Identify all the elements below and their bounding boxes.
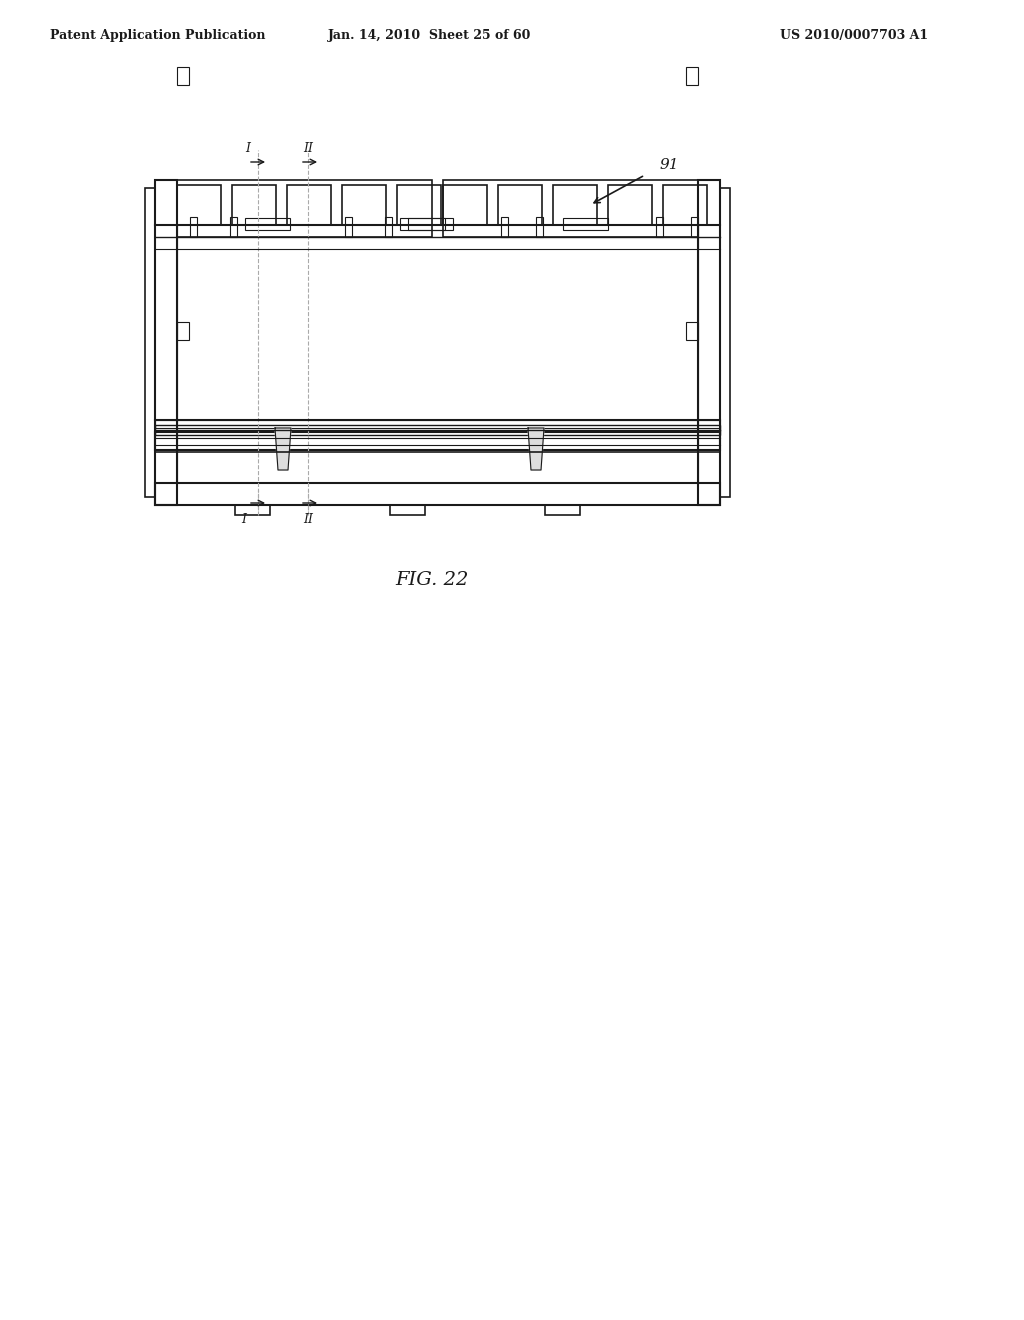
Text: I: I	[246, 143, 251, 154]
Bar	[385, 216, 392, 238]
Bar	[230, 216, 237, 238]
Bar	[443, 224, 698, 238]
Bar	[190, 216, 197, 238]
Bar	[698, 180, 720, 506]
Bar	[720, 187, 730, 498]
Text: 91: 91	[660, 158, 680, 172]
Bar	[397, 185, 441, 224]
Bar	[545, 506, 580, 515]
Bar	[656, 216, 663, 238]
Text: II: II	[303, 143, 313, 154]
Bar	[155, 180, 177, 506]
Bar	[345, 216, 352, 238]
Bar	[155, 425, 720, 436]
Bar	[553, 185, 597, 224]
Bar	[563, 218, 608, 230]
Bar	[287, 185, 331, 224]
Text: II: II	[303, 513, 313, 525]
Text: I: I	[242, 513, 247, 525]
Bar	[177, 180, 432, 224]
Bar	[498, 185, 542, 224]
Bar	[501, 216, 508, 238]
Bar	[155, 483, 720, 506]
Text: Patent Application Publication: Patent Application Publication	[50, 29, 265, 41]
Text: US 2010/0007703 A1: US 2010/0007703 A1	[780, 29, 928, 41]
Text: FIG. 22: FIG. 22	[395, 572, 469, 589]
Bar	[691, 216, 698, 238]
Bar	[608, 185, 652, 224]
Bar	[232, 185, 276, 224]
Bar	[177, 224, 432, 238]
Bar	[400, 218, 445, 230]
Bar	[342, 185, 386, 224]
Bar	[443, 180, 698, 224]
Text: Jan. 14, 2010  Sheet 25 of 60: Jan. 14, 2010 Sheet 25 of 60	[329, 29, 531, 41]
Polygon shape	[275, 428, 291, 470]
Polygon shape	[528, 428, 544, 470]
Bar	[245, 218, 290, 230]
Bar	[408, 218, 453, 230]
Bar	[177, 67, 189, 84]
Bar	[686, 322, 698, 341]
Bar	[443, 185, 487, 224]
Bar	[145, 187, 155, 498]
Bar	[536, 216, 543, 238]
Bar	[155, 420, 720, 428]
Bar	[686, 67, 698, 84]
Bar	[177, 185, 221, 224]
Bar	[234, 506, 270, 515]
Bar	[663, 185, 707, 224]
Bar	[155, 432, 720, 450]
Bar	[390, 506, 425, 515]
Bar	[177, 322, 189, 341]
